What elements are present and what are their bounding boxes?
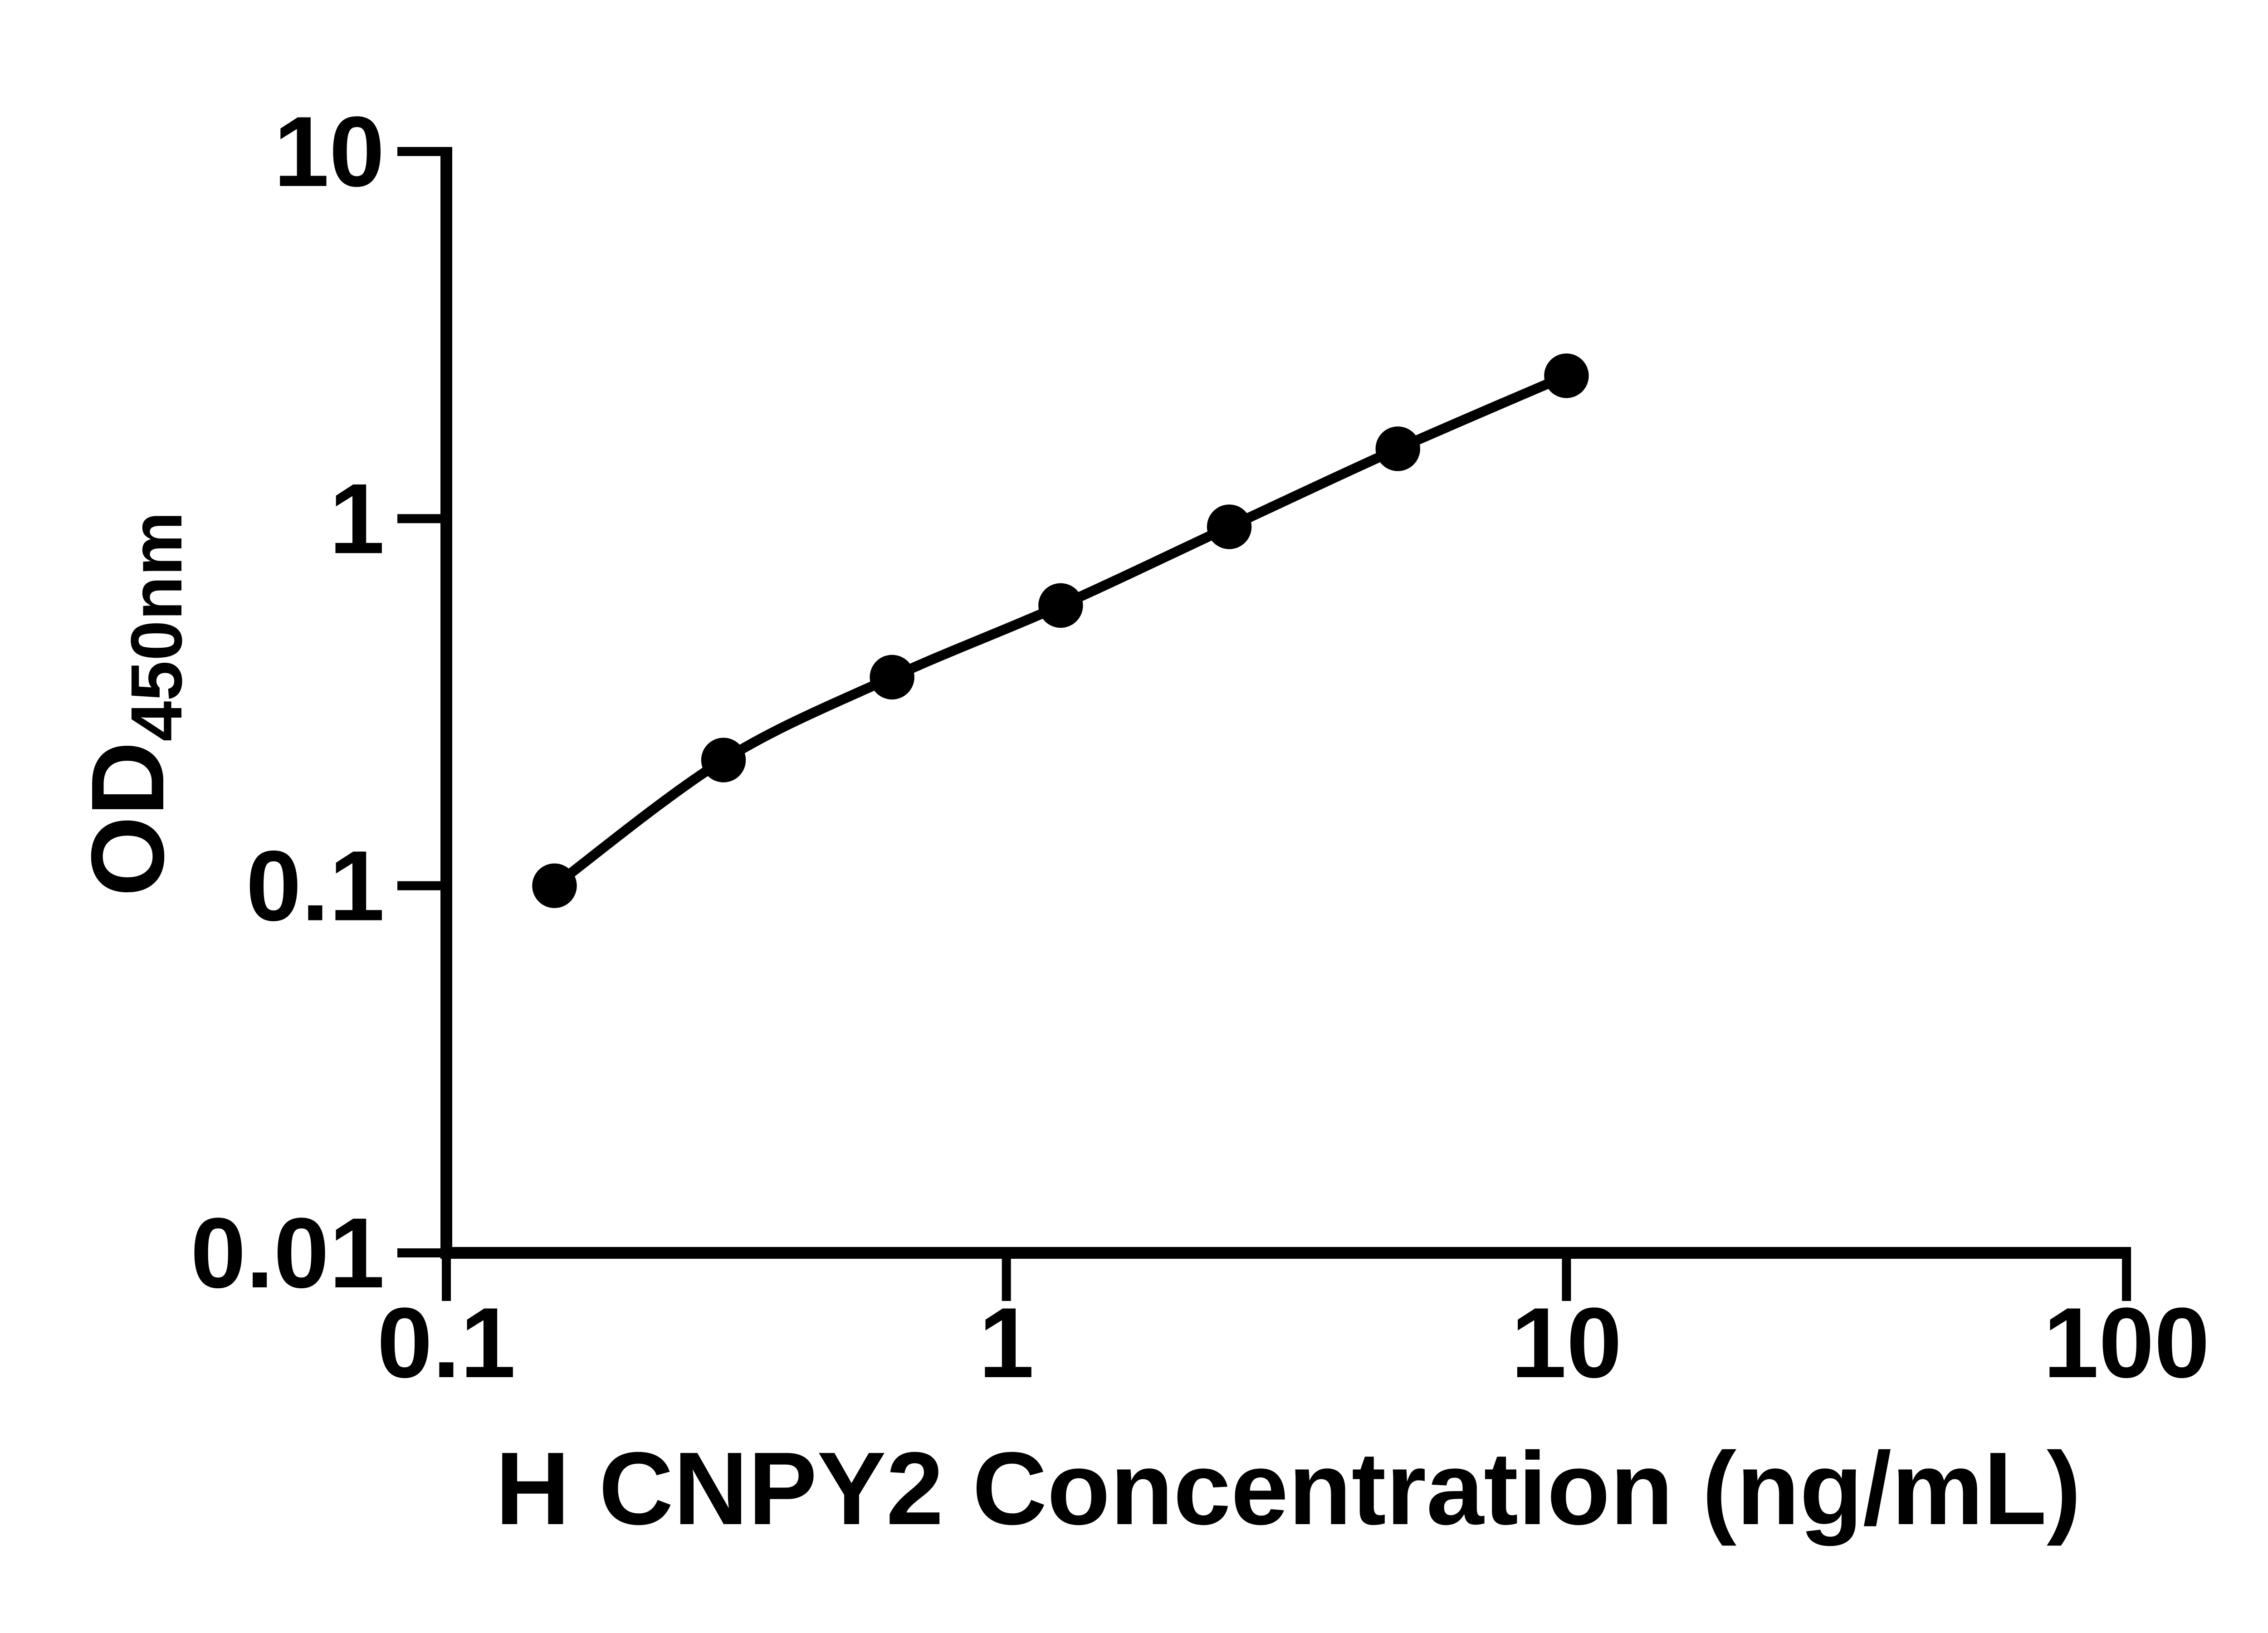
x-tick-label-100: 100	[2043, 1287, 2210, 1398]
y-axis-title: OD450nm	[70, 512, 197, 897]
data-point-4	[1038, 583, 1083, 628]
data-point-3	[870, 655, 914, 700]
x-tick-label-0.1: 0.1	[377, 1287, 516, 1398]
data-point-1	[532, 863, 577, 908]
x-tick-label-1: 1	[979, 1287, 1034, 1398]
data-series	[532, 353, 1589, 908]
y-axis-title-main: OD	[70, 741, 186, 896]
data-point-5	[1207, 504, 1252, 549]
data-point-2	[701, 738, 746, 782]
y-tick-label-0.1: 0.1	[246, 830, 385, 942]
axes	[397, 147, 2131, 1301]
y-tick-label-10: 10	[274, 96, 385, 207]
data-point-7	[1544, 353, 1589, 398]
data-point-6	[1375, 426, 1420, 471]
y-axis-tick-labels: 0.01 0.1 1 10	[191, 96, 385, 1309]
x-tick-label-10: 10	[1511, 1287, 1622, 1398]
y-tick-label-0.01: 0.01	[191, 1197, 385, 1309]
y-tick-label-1: 1	[329, 463, 385, 574]
x-axis-tick-labels: 0.1 1 10 100	[377, 1287, 2209, 1398]
x-axis-title: H CNPY2 Concentration (ng/mL)	[495, 1431, 2081, 1546]
y-axis-title-subscript: 450nm	[116, 512, 197, 742]
